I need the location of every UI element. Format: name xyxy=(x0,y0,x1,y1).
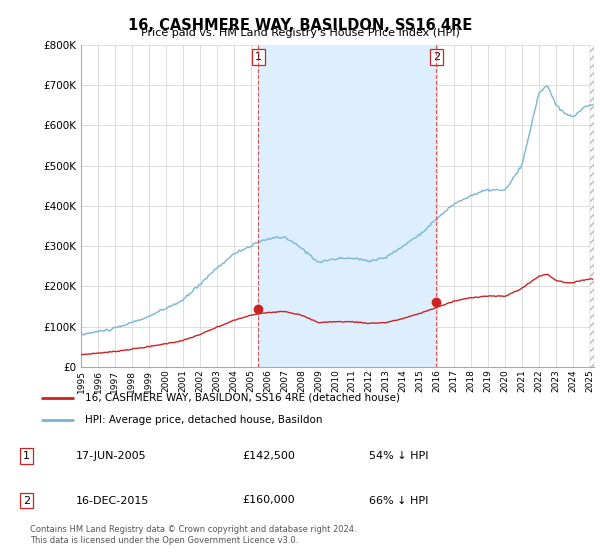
Text: HPI: Average price, detached house, Basildon: HPI: Average price, detached house, Basi… xyxy=(85,415,323,425)
Text: 1: 1 xyxy=(255,52,262,62)
Text: 16, CASHMERE WAY, BASILDON, SS16 4RE (detached house): 16, CASHMERE WAY, BASILDON, SS16 4RE (de… xyxy=(85,393,400,403)
Text: 16-DEC-2015: 16-DEC-2015 xyxy=(76,496,149,506)
Bar xyxy=(259,45,436,367)
Bar xyxy=(590,45,594,367)
Text: £142,500: £142,500 xyxy=(242,451,295,461)
Text: 1: 1 xyxy=(23,451,30,461)
Text: £160,000: £160,000 xyxy=(242,496,295,506)
Text: 17-JUN-2005: 17-JUN-2005 xyxy=(76,451,146,461)
Text: Contains HM Land Registry data © Crown copyright and database right 2024.
This d: Contains HM Land Registry data © Crown c… xyxy=(30,525,356,545)
Text: 16, CASHMERE WAY, BASILDON, SS16 4RE: 16, CASHMERE WAY, BASILDON, SS16 4RE xyxy=(128,18,472,33)
Text: 2: 2 xyxy=(433,52,440,62)
Text: 2: 2 xyxy=(23,496,30,506)
Text: 54% ↓ HPI: 54% ↓ HPI xyxy=(369,451,428,461)
Text: Price paid vs. HM Land Registry's House Price Index (HPI): Price paid vs. HM Land Registry's House … xyxy=(140,28,460,38)
Text: 66% ↓ HPI: 66% ↓ HPI xyxy=(369,496,428,506)
